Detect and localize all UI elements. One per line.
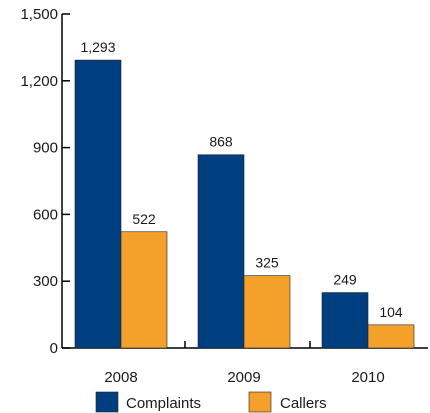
bars [74,59,415,349]
x-tick-label: 2009 [227,369,260,386]
legend-label-complaints: Complaints [126,395,201,412]
y-tick-label: 1,200 [20,73,58,90]
data-label: 325 [255,255,279,271]
data-label: 522 [132,211,156,227]
y-tick-label: 300 [33,273,58,290]
legend-swatch-callers [248,391,272,413]
bar-callers-2010 [367,324,415,349]
y-tick-label: 600 [33,206,58,223]
data-label: 104 [379,304,403,320]
bar-callers-2009 [243,275,291,349]
x-tick-label: 2008 [104,369,137,386]
y-tick-label: 900 [33,140,58,157]
bar-complaints-2009 [197,154,245,349]
legend-swatch-complaints [95,391,119,413]
data-labels: 1,293 522 868 325 249 104 [80,39,402,320]
legend: Complaints Callers [95,391,327,413]
y-tick-label: 0 [50,340,58,357]
y-tick-label: 1,500 [20,6,58,23]
bar-callers-2008 [120,231,168,349]
y-axis: 0 300 600 900 1,200 1,500 [20,6,70,357]
bar-complaints-2010 [321,292,369,349]
data-label: 868 [209,134,233,150]
legend-label-callers: Callers [280,395,327,412]
bar-complaints-2008 [74,59,122,349]
data-label: 1,293 [80,39,115,55]
x-axis: 2008 2009 2010 [62,341,428,386]
x-tick-label: 2010 [351,369,384,386]
data-label: 249 [333,272,357,288]
